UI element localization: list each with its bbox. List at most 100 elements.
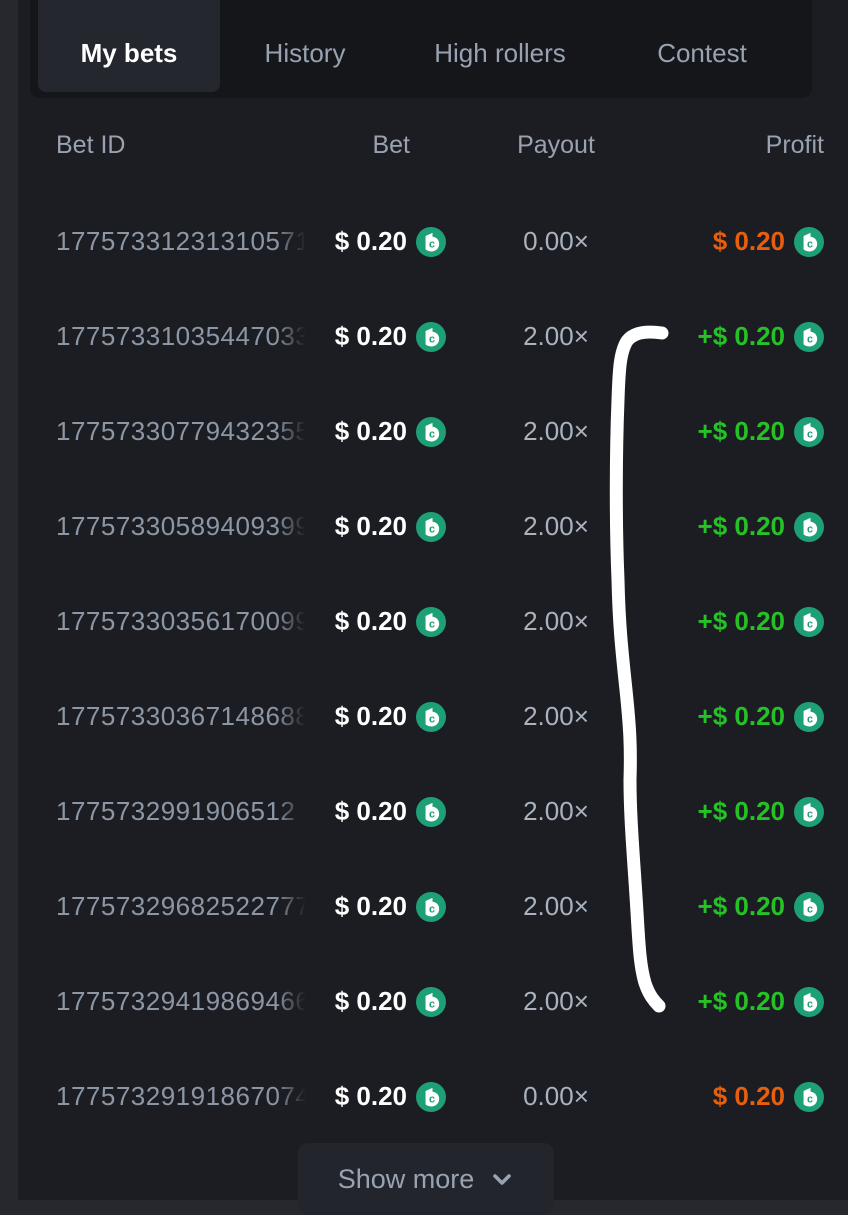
table-row[interactable]: 17757330356170099 $ 0.20 c 2.00× +$ 0.20… bbox=[18, 574, 848, 669]
svg-text:c: c bbox=[429, 238, 435, 250]
table-row[interactable]: 17757331035447033 $ 0.20 c 2.00× +$ 0.20… bbox=[18, 289, 848, 384]
bet-amount-cell: $ 0.20 c bbox=[306, 321, 446, 352]
svg-text:c: c bbox=[807, 333, 813, 345]
profit-amount: $ 0.20 bbox=[712, 226, 785, 256]
active-tab-highlight bbox=[38, 0, 220, 92]
tab-contest[interactable]: Contest bbox=[657, 38, 747, 68]
green-coin-icon: c bbox=[416, 226, 446, 257]
bet-amount: $ 0.20 bbox=[334, 606, 407, 636]
svg-text:c: c bbox=[429, 523, 435, 535]
tab-high-rollers[interactable]: High rollers bbox=[434, 38, 566, 68]
payout-multiplier: 2.00× bbox=[523, 986, 589, 1016]
bet-amount: $ 0.20 bbox=[334, 701, 407, 731]
profit-cell: +$ 0.20 c bbox=[666, 891, 824, 922]
bet-id: 17757329419869466 bbox=[56, 986, 306, 1016]
bet-amount-cell: $ 0.20 c bbox=[306, 1081, 446, 1112]
table-row[interactable]: 17757329682522777 $ 0.20 c 2.00× +$ 0.20… bbox=[18, 859, 848, 954]
svg-text:c: c bbox=[807, 998, 813, 1010]
profit-cell: +$ 0.20 c bbox=[666, 701, 824, 732]
svg-text:c: c bbox=[429, 713, 435, 725]
table-header: Bet ID Bet Payout Profit bbox=[18, 110, 848, 180]
payout-multiplier: 2.00× bbox=[523, 511, 589, 541]
svg-text:c: c bbox=[429, 808, 435, 820]
column-header-bet-id: Bet ID bbox=[56, 130, 126, 159]
profit-amount: +$ 0.20 bbox=[697, 321, 785, 351]
profit-cell: +$ 0.20 c bbox=[666, 986, 824, 1017]
svg-text:c: c bbox=[807, 523, 813, 535]
profit-cell: +$ 0.20 c bbox=[666, 416, 824, 447]
green-coin-icon: c bbox=[416, 606, 446, 637]
green-coin-icon: c bbox=[794, 701, 824, 732]
svg-text:c: c bbox=[429, 333, 435, 345]
svg-text:c: c bbox=[807, 808, 813, 820]
svg-text:c: c bbox=[429, 998, 435, 1010]
bet-amount-cell: $ 0.20 c bbox=[306, 796, 446, 827]
bet-id: 17757329191867074 bbox=[56, 1081, 306, 1111]
profit-cell: +$ 0.20 c bbox=[666, 511, 824, 542]
svg-text:c: c bbox=[807, 713, 813, 725]
profit-amount: +$ 0.20 bbox=[697, 416, 785, 446]
svg-text:c: c bbox=[807, 428, 813, 440]
profit-cell: +$ 0.20 c bbox=[666, 606, 824, 637]
table-row[interactable]: 17757329419869466 $ 0.20 c 2.00× +$ 0.20… bbox=[18, 954, 848, 1049]
column-header-payout: Payout bbox=[517, 130, 595, 159]
show-more-label: Show more bbox=[337, 1163, 475, 1194]
bet-amount: $ 0.20 bbox=[334, 1081, 407, 1111]
table-row[interactable]: 1775732991906512 $ 0.20 c 2.00× +$ 0.20 … bbox=[18, 764, 848, 859]
svg-text:c: c bbox=[807, 903, 813, 915]
profit-amount: +$ 0.20 bbox=[697, 511, 785, 541]
tab-my-bets[interactable]: My bets bbox=[80, 38, 178, 68]
profit-cell: +$ 0.20 c bbox=[666, 796, 824, 827]
payout-multiplier: 0.00× bbox=[523, 1081, 589, 1111]
table-row[interactable]: 17757330779432355 $ 0.20 c 2.00× +$ 0.20… bbox=[18, 384, 848, 479]
svg-text:c: c bbox=[429, 428, 435, 440]
payout-multiplier: 2.00× bbox=[523, 891, 589, 921]
payout-multiplier: 2.00× bbox=[523, 321, 589, 351]
bet-amount: $ 0.20 bbox=[334, 986, 407, 1016]
bet-id: 17757330367148688 bbox=[56, 701, 306, 731]
bet-amount-cell: $ 0.20 c bbox=[306, 226, 446, 257]
table-row[interactable]: 17757329191867074 $ 0.20 c 0.00× $ 0.20 … bbox=[18, 1049, 848, 1144]
bet-amount-cell: $ 0.20 c bbox=[306, 701, 446, 732]
profit-amount: +$ 0.20 bbox=[697, 986, 785, 1016]
show-more-button[interactable]: Show more bbox=[298, 1143, 554, 1215]
green-coin-icon: c bbox=[416, 701, 446, 732]
svg-text:c: c bbox=[807, 1093, 813, 1105]
bet-amount-cell: $ 0.20 c bbox=[306, 416, 446, 447]
bet-amount: $ 0.20 bbox=[334, 226, 407, 256]
payout-multiplier: 2.00× bbox=[523, 416, 589, 446]
payout-multiplier: 2.00× bbox=[523, 796, 589, 826]
bet-amount: $ 0.20 bbox=[334, 796, 407, 826]
column-header-profit: Profit bbox=[765, 130, 824, 159]
green-coin-icon: c bbox=[794, 321, 824, 352]
bet-amount-cell: $ 0.20 c bbox=[306, 606, 446, 637]
svg-text:c: c bbox=[807, 618, 813, 630]
bet-amount-cell: $ 0.20 c bbox=[306, 891, 446, 922]
green-coin-icon: c bbox=[416, 796, 446, 827]
bet-id: 17757329682522777 bbox=[56, 891, 306, 921]
profit-amount: +$ 0.20 bbox=[697, 701, 785, 731]
table-row[interactable]: 17757330589409399 $ 0.20 c 2.00× +$ 0.20… bbox=[18, 479, 848, 574]
green-coin-icon: c bbox=[794, 511, 824, 542]
green-coin-icon: c bbox=[794, 1081, 824, 1112]
bet-amount-cell: $ 0.20 c bbox=[306, 986, 446, 1017]
svg-text:c: c bbox=[429, 1093, 435, 1105]
bet-id: 17757330779432355 bbox=[56, 416, 306, 446]
green-coin-icon: c bbox=[416, 321, 446, 352]
bet-id: 1775732991906512 bbox=[56, 796, 296, 826]
table-row[interactable]: 17757331231310571 $ 0.20 c 0.00× $ 0.20 … bbox=[18, 194, 848, 289]
payout-multiplier: 2.00× bbox=[523, 701, 589, 731]
bet-amount-cell: $ 0.20 c bbox=[306, 511, 446, 542]
svg-text:c: c bbox=[429, 618, 435, 630]
green-coin-icon: c bbox=[794, 796, 824, 827]
profit-amount: $ 0.20 bbox=[712, 1081, 785, 1111]
tab-history[interactable]: History bbox=[264, 38, 346, 68]
green-coin-icon: c bbox=[794, 986, 824, 1017]
green-coin-icon: c bbox=[416, 511, 446, 542]
bets-table-body: 17757331231310571 $ 0.20 c 0.00× $ 0.20 … bbox=[18, 194, 848, 1144]
payout-multiplier: 2.00× bbox=[523, 606, 589, 636]
table-row[interactable]: 17757330367148688 $ 0.20 c 2.00× +$ 0.20… bbox=[18, 669, 848, 764]
profit-amount: +$ 0.20 bbox=[697, 891, 785, 921]
bet-amount: $ 0.20 bbox=[334, 511, 407, 541]
bet-amount: $ 0.20 bbox=[334, 891, 407, 921]
